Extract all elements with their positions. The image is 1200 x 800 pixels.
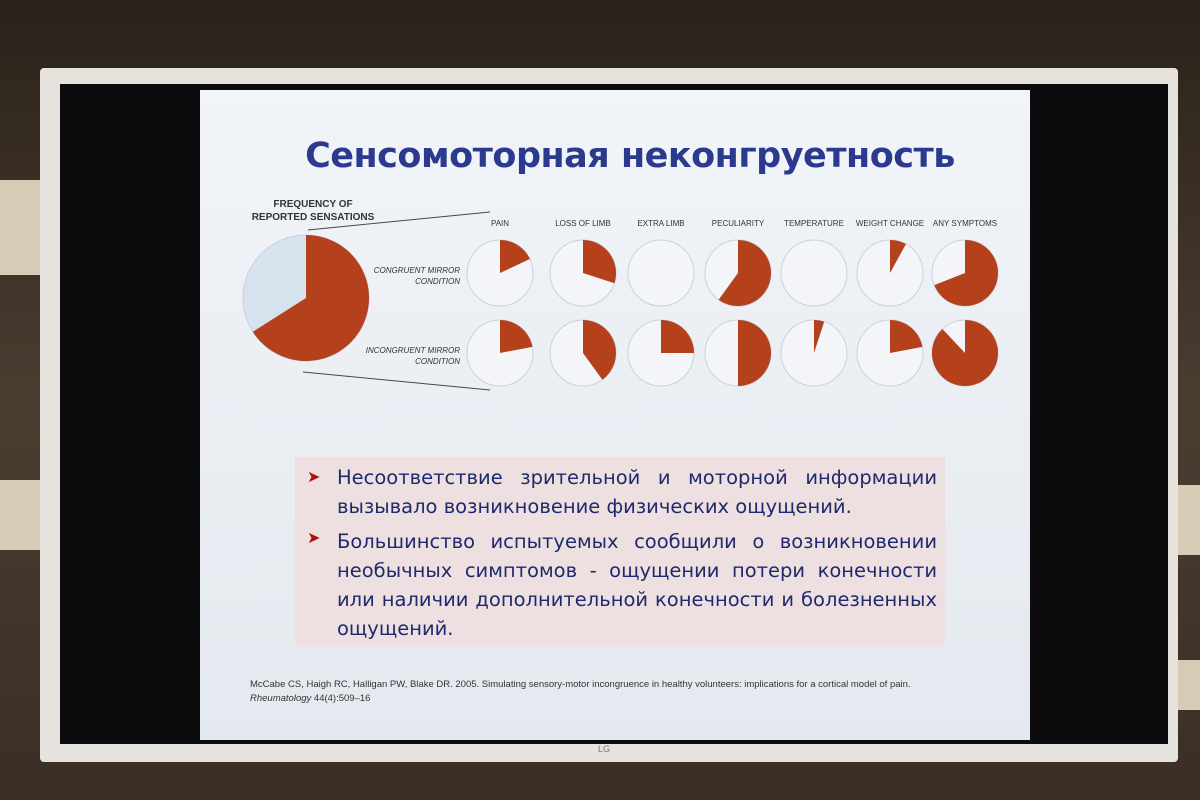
tv-logo: LG bbox=[598, 744, 611, 754]
connector-line bbox=[302, 371, 491, 391]
column-label: PECULIARITY bbox=[711, 219, 765, 228]
small-pie-slice bbox=[934, 240, 999, 307]
small-pie-slice bbox=[932, 320, 999, 386]
row-label-congruent: CONGRUENT MIRROR CONDITION bbox=[373, 266, 460, 286]
bullet-text: Несоответствие зрительной и моторной инф… bbox=[337, 466, 937, 518]
small-pie-slice bbox=[500, 240, 530, 273]
column-label: ANY SYMPTOMS bbox=[932, 219, 998, 228]
small-pie-slice bbox=[738, 320, 771, 386]
column-label: PAIN bbox=[490, 219, 510, 228]
bullet-text: Большинство испытуемых сообщили о возник… bbox=[337, 530, 937, 640]
slide-title: Сенсомоторная неконгруетность bbox=[305, 136, 955, 176]
small-pie-slice bbox=[583, 320, 616, 380]
column-label: EXTRA LIMB bbox=[637, 219, 685, 228]
small-pie-slice bbox=[814, 320, 825, 353]
column-label: TEMPERATURE bbox=[784, 219, 844, 228]
small-pie-slice bbox=[583, 240, 616, 284]
ceiling-light bbox=[0, 180, 42, 275]
column-label: LOSS OF LIMB bbox=[555, 219, 611, 228]
column-label: WEIGHT CHANGE bbox=[855, 219, 925, 228]
reference-journal: Rheumatology bbox=[250, 693, 312, 704]
small-pie-slice bbox=[718, 240, 771, 306]
chart-title: FREQUENCY OF REPORTED SENSATIONS bbox=[251, 199, 375, 223]
small-pie-slice bbox=[500, 320, 533, 353]
reference: McCabe CS, Haigh RC, Halligan PW, Blake … bbox=[250, 678, 950, 706]
row-label-incongruent: INCONGRUENT MIRROR CONDITION bbox=[365, 346, 460, 366]
overall-pie-slice bbox=[252, 235, 369, 362]
small-pie bbox=[627, 239, 695, 307]
small-pie bbox=[780, 239, 848, 307]
connector-line bbox=[307, 211, 491, 231]
bullet-box: ➤ Несоответствие зрительной и моторной и… bbox=[295, 457, 945, 645]
reference-text: McCabe CS, Haigh RC, Halligan PW, Blake … bbox=[250, 679, 911, 690]
small-pie-slice bbox=[890, 240, 906, 273]
small-pie-slice bbox=[661, 320, 694, 353]
ceiling-light bbox=[0, 480, 42, 550]
small-pie-slice bbox=[890, 320, 923, 353]
arrow-bullet-icon: ➤ bbox=[307, 528, 321, 547]
arrow-bullet-icon: ➤ bbox=[307, 467, 321, 486]
reference-issue: 44(4):509–16 bbox=[311, 693, 371, 704]
